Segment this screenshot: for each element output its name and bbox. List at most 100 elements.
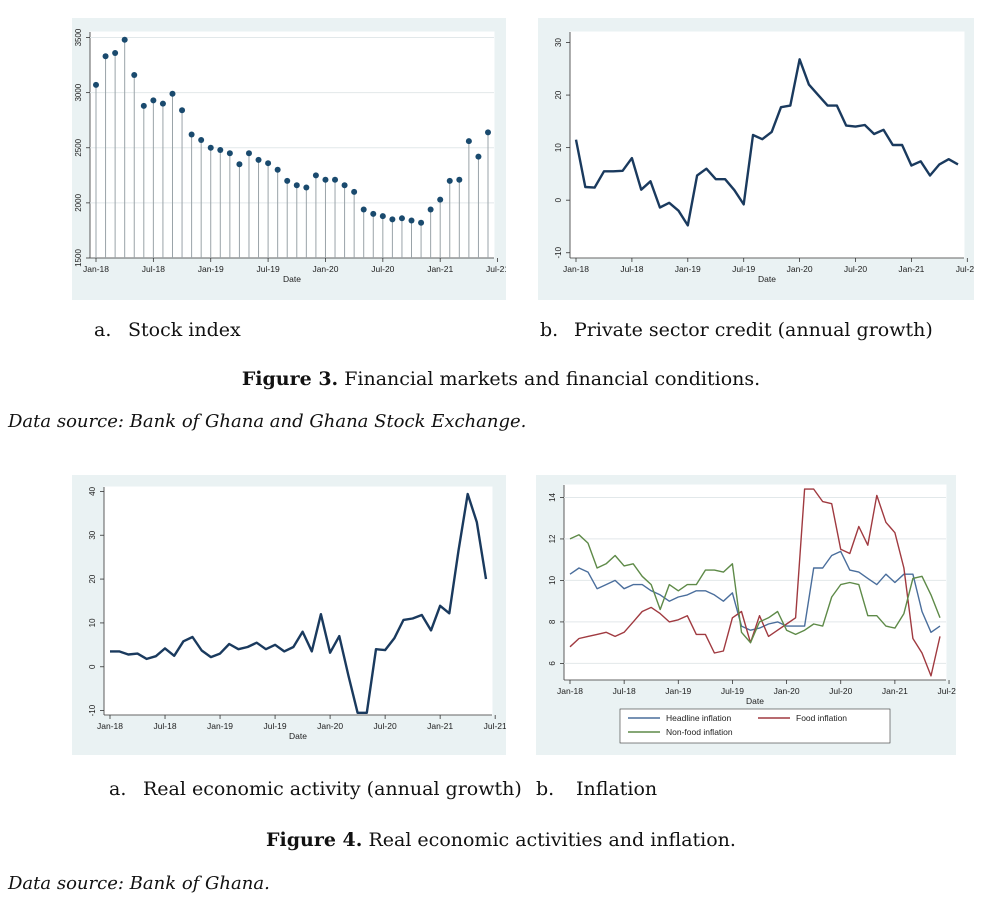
data-point [217,146,224,153]
x-tick-label: Jan-21 [427,264,453,274]
data-point [322,176,329,183]
x-tick-label: Jul-18 [620,264,643,274]
y-tick-label: 6 [548,661,557,666]
data-point [198,137,205,144]
data-point [398,215,405,222]
legend-label: Headline inflation [666,713,731,723]
data-point [485,129,491,136]
subcaption-letter: a. [94,319,112,341]
data-point [446,177,453,184]
real-activity-plot: -10 0 10 20 30 40 Jan-18 Jul-18 Jan-19 Jul-19 Jan-… [88,486,506,741]
data-point [236,161,243,168]
data-point [408,217,415,224]
data-point [169,90,176,97]
y-tick-label: -10 [554,246,563,258]
x-tick-label: Jul-21 [937,686,956,696]
x-tick-label: Jul-18 [613,686,636,696]
y-tick-label: -10 [88,704,97,716]
x-tick-label: Jul-18 [142,264,165,274]
subcaption-text: Inflation [576,778,658,800]
data-point [284,177,291,184]
data-point [379,213,386,220]
data-point [150,97,157,104]
y-tick-label: 10 [554,143,563,152]
data-point [121,36,128,43]
data-point [360,206,367,213]
stock-index-plot: 1500 2000 2500 3000 3500 Jan-18 Jul-18 Jan-19 Ju… [74,28,506,284]
data-point [188,131,195,138]
data-point [179,107,186,114]
legend-label: Non-food inflation [666,727,733,737]
series-line-non-food-inflation [569,534,941,644]
plot-area [103,486,493,716]
figure-3-data-source: Data source: Bank of Ghana and Ghana Sto… [8,411,527,432]
plot-area [89,31,495,259]
subcaption-text: Stock index [128,319,241,341]
series-line-food-inflation [569,488,941,677]
data-point [341,182,348,189]
y-tick-label: 8 [548,619,557,624]
subcaption-text: Real economic activity (annual growth) [143,778,522,800]
figure-number: Figure 3. [241,368,339,390]
x-tick-label: Jan-20 [774,686,800,696]
subcaption-4b: b. Inflation [536,778,657,800]
y-tick-label: 3000 [74,83,83,101]
x-tick-label: Jan-18 [563,264,589,274]
figure-4-data-source: Data source: Bank of Ghana. [8,873,270,894]
x-tick-label: Jul-20 [844,264,867,274]
subcaption-letter: a. [109,778,127,800]
data-point [475,153,482,160]
x-axis-label: Date [758,274,776,284]
x-tick-label: Jan-19 [207,721,233,731]
subcaption-letter: b. [540,319,559,341]
real-activity-chart: -10 0 10 20 30 40 Jan-18 Jul-18 Jan-19 Jul-19 Jan-… [72,475,506,755]
data-point [159,100,166,107]
subcaption-3a: a. Stock index [94,319,241,341]
x-tick-label: Jan-19 [665,686,691,696]
data-point [293,182,300,189]
x-tick-label: Jul-21 [956,264,974,274]
y-tick-label: 1500 [74,249,83,267]
data-point [93,81,99,88]
y-tick-label: 30 [88,530,97,539]
x-tick-label: Jan-18 [97,721,123,731]
data-point [245,150,252,157]
x-tick-label: Jan-20 [787,264,813,274]
y-tick-label: 0 [554,197,563,202]
x-tick-label: Jan-21 [427,721,453,731]
y-tick-label: 14 [548,492,557,501]
x-tick-label: Jul-20 [374,721,397,731]
x-tick-label: Jan-19 [198,264,224,274]
data-point [112,49,119,56]
data-point [332,176,339,183]
private-credit-plot: -10 0 10 20 30 Jan-18 Jul-18 Jan-19 Jul-19 Jan-20… [554,31,974,284]
y-tick-label: 0 [88,664,97,669]
x-tick-label: Jul-18 [153,721,176,731]
data-point [265,160,272,167]
y-tick-label: 2500 [74,138,83,156]
y-tick-label: 20 [88,574,97,583]
data-point [312,172,319,179]
figure-3-caption: Figure 3. Financial markets and financia… [0,368,1002,390]
x-axis-label: Date [283,274,301,284]
data-point [140,102,147,109]
x-tick-label: Jul-21 [484,721,506,731]
private-credit-chart: -10 0 10 20 30 Jan-18 Jul-18 Jan-19 Jul-19 Jan-20… [538,18,974,300]
figure-caption-text: Real economic activities and inflation. [368,829,736,851]
data-point [437,196,444,203]
data-point [370,210,377,217]
y-tick-label: 20 [554,90,563,99]
x-tick-label: Jul-19 [263,721,286,731]
series-line [574,58,959,227]
y-tick-label: 10 [548,575,557,584]
data-point [102,53,109,60]
plot-area [563,484,947,681]
y-tick-label: 40 [88,486,97,495]
figure-4-caption: Figure 4. Real economic activities and i… [0,829,1002,851]
inflation-plot: 6 8 10 12 14 Jan-18 Jul-18 Jan-19 Jul-19 Jan-20 Ju… [548,484,956,744]
figure-caption-text: Financial markets and financial conditio… [344,368,761,390]
subcaption-3b: b. Private sector credit (annual growth) [540,319,933,341]
y-tick-label: 30 [554,38,563,47]
data-point [255,156,262,163]
y-tick-label: 10 [88,618,97,627]
